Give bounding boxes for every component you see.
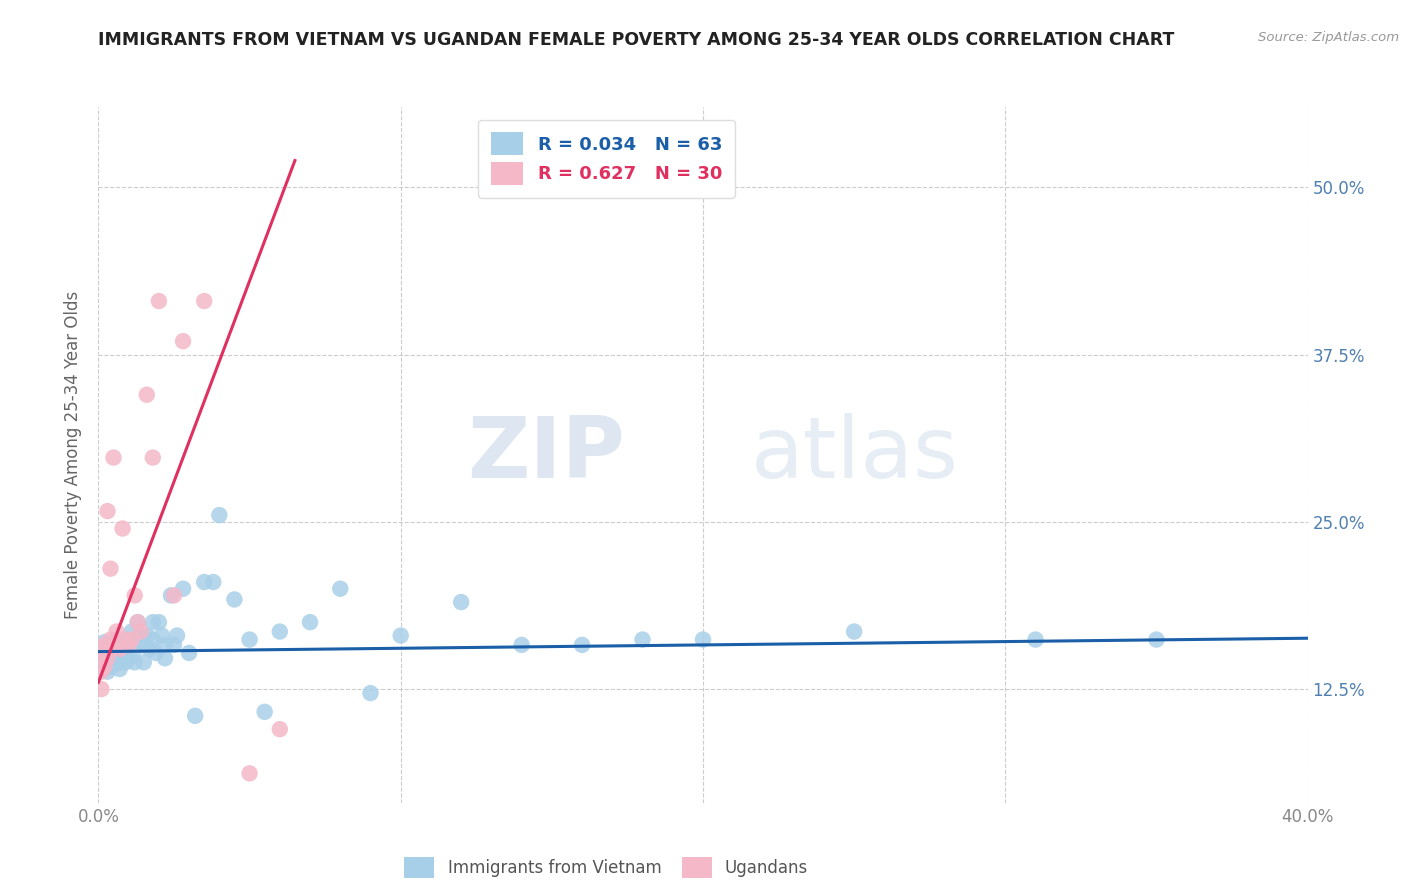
Point <box>135 388 157 402</box>
Point <box>124 589 146 603</box>
Legend: Immigrants from Vietnam, Ugandans: Immigrants from Vietnam, Ugandans <box>398 850 814 885</box>
Point <box>103 638 125 652</box>
Point <box>90 642 112 657</box>
Point <box>114 638 136 652</box>
Point <box>193 575 215 590</box>
Point <box>179 646 201 660</box>
Point <box>253 705 276 719</box>
Point <box>100 659 122 673</box>
Point <box>844 624 866 639</box>
Point <box>105 642 128 657</box>
Point <box>208 508 231 523</box>
Point <box>166 628 188 642</box>
Point <box>96 504 118 518</box>
Point <box>96 665 118 679</box>
Point <box>148 294 170 309</box>
Point <box>124 655 146 669</box>
Point <box>90 665 112 679</box>
Point <box>93 659 115 673</box>
Point <box>124 642 146 657</box>
Point <box>90 651 112 665</box>
Point <box>692 632 714 647</box>
Point <box>105 657 128 671</box>
Point <box>96 642 118 657</box>
Point <box>153 638 176 652</box>
Point <box>450 595 472 609</box>
Point <box>100 562 122 576</box>
Point <box>142 615 165 630</box>
Point <box>631 632 654 647</box>
Point <box>193 294 215 309</box>
Point <box>389 628 412 642</box>
Point <box>510 638 533 652</box>
Point <box>100 646 122 660</box>
Point <box>184 708 207 723</box>
Text: Source: ZipAtlas.com: Source: ZipAtlas.com <box>1258 31 1399 45</box>
Point <box>142 632 165 647</box>
Point <box>135 628 157 642</box>
Text: atlas: atlas <box>751 413 959 497</box>
Point <box>127 615 149 630</box>
Point <box>150 628 173 642</box>
Point <box>148 615 170 630</box>
Point <box>100 632 122 647</box>
Point <box>118 651 141 665</box>
Point <box>90 642 112 657</box>
Point <box>93 638 115 652</box>
Y-axis label: Female Poverty Among 25-34 Year Olds: Female Poverty Among 25-34 Year Olds <box>65 291 83 619</box>
Point <box>96 651 118 665</box>
Point <box>224 592 246 607</box>
Point <box>108 648 131 663</box>
Point <box>108 642 131 657</box>
Point <box>111 651 134 665</box>
Point <box>145 646 167 660</box>
Point <box>269 624 291 639</box>
Point <box>1144 632 1167 647</box>
Point <box>118 638 141 652</box>
Point <box>142 450 165 465</box>
Point <box>96 651 118 665</box>
Point <box>139 642 162 657</box>
Point <box>127 615 149 630</box>
Point <box>103 450 125 465</box>
Point <box>163 638 186 652</box>
Point <box>114 655 136 669</box>
Point <box>111 521 134 535</box>
Point <box>299 615 322 630</box>
Point <box>269 723 291 737</box>
Point <box>1024 632 1046 647</box>
Point <box>118 632 141 647</box>
Point <box>105 624 128 639</box>
Point <box>114 632 136 647</box>
Point <box>100 642 122 657</box>
Point <box>163 589 186 603</box>
Point <box>121 632 143 647</box>
Point <box>90 681 112 696</box>
Point <box>93 635 115 649</box>
Point <box>103 638 125 652</box>
Point <box>153 651 176 665</box>
Point <box>172 334 194 349</box>
Point <box>108 662 131 676</box>
Point <box>93 662 115 676</box>
Point <box>239 766 262 780</box>
Point <box>121 624 143 639</box>
Point <box>160 589 183 603</box>
Text: ZIP: ZIP <box>467 413 624 497</box>
Point <box>202 575 225 590</box>
Point <box>329 582 352 596</box>
Point <box>105 632 128 647</box>
Point <box>90 655 112 669</box>
Point <box>132 655 155 669</box>
Point <box>103 651 125 665</box>
Point <box>239 632 262 647</box>
Point <box>571 638 593 652</box>
Point <box>111 642 134 657</box>
Point <box>132 638 155 652</box>
Point <box>172 582 194 596</box>
Point <box>129 628 152 642</box>
Point <box>129 624 152 639</box>
Text: IMMIGRANTS FROM VIETNAM VS UGANDAN FEMALE POVERTY AMONG 25-34 YEAR OLDS CORRELAT: IMMIGRANTS FROM VIETNAM VS UGANDAN FEMAL… <box>98 31 1175 49</box>
Point <box>360 686 382 700</box>
